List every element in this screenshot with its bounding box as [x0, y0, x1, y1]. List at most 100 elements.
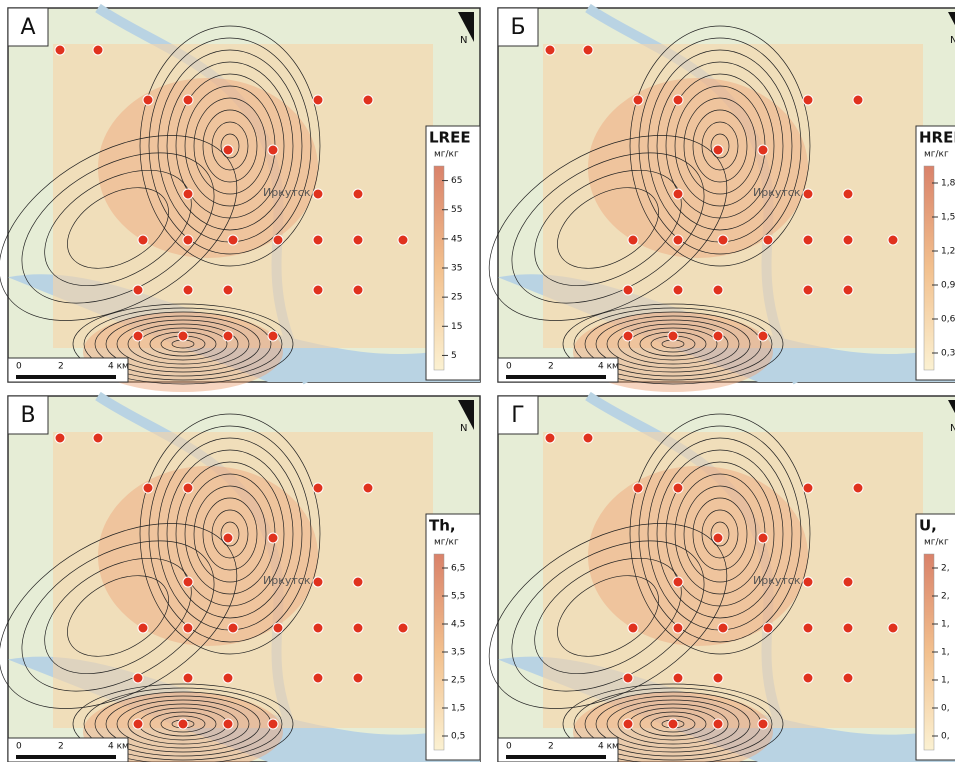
legend-tick-label: 2,	[941, 564, 950, 574]
sample-point	[803, 235, 813, 245]
legend-tick-label: 1,	[941, 620, 950, 630]
sample-point	[758, 331, 768, 341]
legend-box	[916, 514, 955, 760]
sample-point	[133, 285, 143, 295]
scale-label: 0	[16, 742, 22, 752]
legend-title: LREE	[429, 129, 471, 147]
sample-point	[888, 623, 898, 633]
sample-point	[713, 285, 723, 295]
sample-point	[268, 533, 278, 543]
sample-point	[718, 623, 728, 633]
legend-tick-label: 4,5	[451, 620, 465, 630]
legend-tick-label: 25	[451, 293, 462, 303]
sample-point	[183, 483, 193, 493]
sample-point	[93, 433, 103, 443]
sample-point	[623, 719, 633, 729]
sample-point	[583, 433, 593, 443]
sample-point	[223, 719, 233, 729]
scale-label: 2	[548, 742, 554, 752]
sample-point	[623, 673, 633, 683]
legend-tick-label: 55	[451, 205, 462, 215]
panel-letter: Б	[510, 15, 525, 40]
legend-tick-label: 35	[451, 264, 462, 274]
sample-point	[268, 145, 278, 155]
legend-title: Th,	[429, 517, 456, 535]
sample-point	[178, 331, 188, 341]
sample-point	[363, 483, 373, 493]
legend-tick-label: 0,3	[941, 349, 955, 359]
sample-point	[853, 95, 863, 105]
sample-point	[138, 623, 148, 633]
sample-point	[673, 673, 683, 683]
scale-label: 0	[16, 362, 22, 372]
sample-point	[673, 189, 683, 199]
sample-point	[545, 433, 555, 443]
sample-point	[623, 331, 633, 341]
sample-point	[183, 623, 193, 633]
sample-point	[93, 45, 103, 55]
north-label: N	[460, 423, 467, 434]
scale-label: 4 км	[598, 742, 619, 752]
sample-point	[183, 235, 193, 245]
legend-tick-label: 5,5	[451, 592, 465, 602]
legend-tick-label: 2,5	[451, 676, 465, 686]
sample-point	[353, 189, 363, 199]
sample-point	[313, 235, 323, 245]
sample-point	[223, 673, 233, 683]
sample-point	[673, 95, 683, 105]
legend-tick-label: 5	[451, 351, 457, 361]
sample-point	[313, 673, 323, 683]
sample-point	[633, 95, 643, 105]
legend-tick-label: 15	[451, 322, 462, 332]
sample-point	[668, 719, 678, 729]
sample-point	[713, 331, 723, 341]
legend-tick-label: 0,6	[941, 315, 955, 325]
sample-point	[143, 95, 153, 105]
sample-point	[273, 235, 283, 245]
sample-point	[133, 673, 143, 683]
map-panel: ИркутскБNHREEмг/кг1,81,51,20,90,60,3024 …	[457, 8, 955, 392]
legend-tick-label: 1,8	[941, 179, 955, 189]
sample-point	[268, 719, 278, 729]
sample-point	[313, 285, 323, 295]
sample-point	[353, 285, 363, 295]
legend-tick-label: 0,	[941, 732, 950, 742]
scale-bar	[16, 755, 116, 759]
sample-point	[763, 623, 773, 633]
sample-point	[183, 95, 193, 105]
sample-point	[843, 285, 853, 295]
panel-letter: А	[20, 15, 35, 40]
panel-letter: Г	[511, 403, 524, 428]
sample-point	[758, 533, 768, 543]
sample-point	[673, 285, 683, 295]
legend-tick-label: 1,2	[941, 247, 955, 257]
sample-point	[803, 673, 813, 683]
sample-point	[183, 673, 193, 683]
sample-point	[803, 189, 813, 199]
sample-point	[718, 235, 728, 245]
sample-point	[353, 623, 363, 633]
sample-point	[313, 577, 323, 587]
legend-tick-label: 0,	[941, 704, 950, 714]
sample-point	[583, 45, 593, 55]
sample-point	[628, 235, 638, 245]
scale-label: 4 км	[598, 362, 619, 372]
sample-point	[363, 95, 373, 105]
sample-point	[763, 235, 773, 245]
sample-point	[55, 45, 65, 55]
legend-tick-label: 6,5	[451, 564, 465, 574]
sample-point	[398, 623, 408, 633]
sample-point	[273, 623, 283, 633]
sample-point	[133, 331, 143, 341]
sample-point	[183, 577, 193, 587]
legend-unit: мг/кг	[924, 538, 949, 548]
city-label: Иркутск	[753, 574, 801, 587]
sample-point	[133, 719, 143, 729]
sample-point	[673, 235, 683, 245]
sample-point	[713, 145, 723, 155]
city-label: Иркутск	[263, 574, 311, 587]
legend-tick-label: 1,5	[451, 704, 465, 714]
sample-point	[673, 483, 683, 493]
sample-point	[843, 235, 853, 245]
north-label: N	[950, 35, 955, 46]
